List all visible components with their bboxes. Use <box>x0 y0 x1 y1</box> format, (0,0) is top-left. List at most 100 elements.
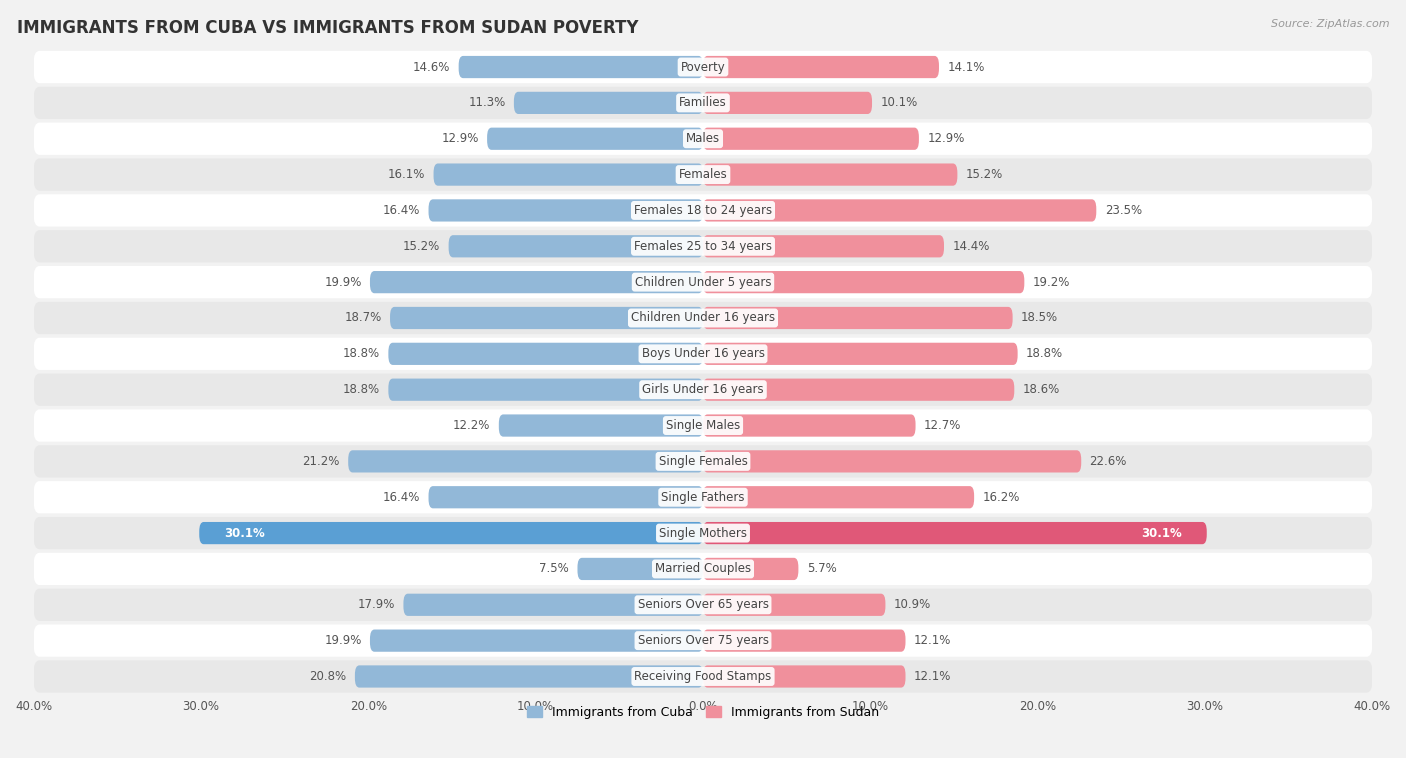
Text: 17.9%: 17.9% <box>357 598 395 611</box>
Text: 12.1%: 12.1% <box>914 670 952 683</box>
FancyBboxPatch shape <box>354 666 703 688</box>
FancyBboxPatch shape <box>370 271 703 293</box>
FancyBboxPatch shape <box>429 486 703 509</box>
Text: Single Fathers: Single Fathers <box>661 490 745 504</box>
FancyBboxPatch shape <box>458 56 703 78</box>
Text: 18.8%: 18.8% <box>343 384 380 396</box>
Text: Seniors Over 65 years: Seniors Over 65 years <box>637 598 769 611</box>
FancyBboxPatch shape <box>703 271 1025 293</box>
FancyBboxPatch shape <box>703 56 939 78</box>
Text: 21.2%: 21.2% <box>302 455 340 468</box>
FancyBboxPatch shape <box>388 378 703 401</box>
Text: Females: Females <box>679 168 727 181</box>
Text: 20.8%: 20.8% <box>309 670 346 683</box>
FancyBboxPatch shape <box>388 343 703 365</box>
FancyBboxPatch shape <box>703 307 1012 329</box>
FancyBboxPatch shape <box>703 92 872 114</box>
FancyBboxPatch shape <box>34 517 1372 550</box>
FancyBboxPatch shape <box>34 445 1372 478</box>
FancyBboxPatch shape <box>499 415 703 437</box>
FancyBboxPatch shape <box>703 378 1014 401</box>
Text: Married Couples: Married Couples <box>655 562 751 575</box>
Text: Females 18 to 24 years: Females 18 to 24 years <box>634 204 772 217</box>
FancyBboxPatch shape <box>34 158 1372 191</box>
Text: Single Males: Single Males <box>666 419 740 432</box>
FancyBboxPatch shape <box>34 194 1372 227</box>
FancyBboxPatch shape <box>349 450 703 472</box>
FancyBboxPatch shape <box>34 660 1372 693</box>
Text: 14.6%: 14.6% <box>413 61 450 74</box>
FancyBboxPatch shape <box>703 666 905 688</box>
FancyBboxPatch shape <box>449 235 703 258</box>
FancyBboxPatch shape <box>578 558 703 580</box>
FancyBboxPatch shape <box>34 51 1372 83</box>
FancyBboxPatch shape <box>389 307 703 329</box>
FancyBboxPatch shape <box>34 266 1372 298</box>
FancyBboxPatch shape <box>34 409 1372 442</box>
Text: 12.9%: 12.9% <box>441 132 478 146</box>
FancyBboxPatch shape <box>433 164 703 186</box>
FancyBboxPatch shape <box>703 630 905 652</box>
Text: 11.3%: 11.3% <box>468 96 506 109</box>
Text: 12.1%: 12.1% <box>914 634 952 647</box>
FancyBboxPatch shape <box>703 127 920 150</box>
FancyBboxPatch shape <box>429 199 703 221</box>
Text: 30.1%: 30.1% <box>225 527 266 540</box>
Text: 18.6%: 18.6% <box>1022 384 1060 396</box>
Text: Single Females: Single Females <box>658 455 748 468</box>
Text: 16.2%: 16.2% <box>983 490 1019 504</box>
Text: 16.4%: 16.4% <box>382 204 420 217</box>
FancyBboxPatch shape <box>703 522 1206 544</box>
Text: 15.2%: 15.2% <box>404 240 440 252</box>
FancyBboxPatch shape <box>703 594 886 616</box>
FancyBboxPatch shape <box>34 86 1372 119</box>
Text: 22.6%: 22.6% <box>1090 455 1128 468</box>
FancyBboxPatch shape <box>703 343 1018 365</box>
Text: 16.4%: 16.4% <box>382 490 420 504</box>
Text: Boys Under 16 years: Boys Under 16 years <box>641 347 765 360</box>
FancyBboxPatch shape <box>513 92 703 114</box>
Text: 19.9%: 19.9% <box>325 634 361 647</box>
FancyBboxPatch shape <box>34 589 1372 621</box>
Text: 10.1%: 10.1% <box>880 96 918 109</box>
FancyBboxPatch shape <box>34 338 1372 370</box>
Text: Girls Under 16 years: Girls Under 16 years <box>643 384 763 396</box>
FancyBboxPatch shape <box>200 522 703 544</box>
Text: 7.5%: 7.5% <box>540 562 569 575</box>
Legend: Immigrants from Cuba, Immigrants from Sudan: Immigrants from Cuba, Immigrants from Su… <box>522 700 884 724</box>
Text: 12.9%: 12.9% <box>928 132 965 146</box>
Text: Females 25 to 34 years: Females 25 to 34 years <box>634 240 772 252</box>
Text: 15.2%: 15.2% <box>966 168 1002 181</box>
Text: Receiving Food Stamps: Receiving Food Stamps <box>634 670 772 683</box>
FancyBboxPatch shape <box>404 594 703 616</box>
Text: Single Mothers: Single Mothers <box>659 527 747 540</box>
Text: 30.1%: 30.1% <box>1140 527 1181 540</box>
FancyBboxPatch shape <box>34 123 1372 155</box>
Text: 5.7%: 5.7% <box>807 562 837 575</box>
FancyBboxPatch shape <box>486 127 703 150</box>
Text: 12.2%: 12.2% <box>453 419 491 432</box>
Text: 14.4%: 14.4% <box>952 240 990 252</box>
FancyBboxPatch shape <box>34 302 1372 334</box>
FancyBboxPatch shape <box>34 374 1372 406</box>
Text: 16.1%: 16.1% <box>388 168 425 181</box>
FancyBboxPatch shape <box>703 235 943 258</box>
Text: Males: Males <box>686 132 720 146</box>
FancyBboxPatch shape <box>703 415 915 437</box>
FancyBboxPatch shape <box>34 625 1372 656</box>
Text: 19.9%: 19.9% <box>325 276 361 289</box>
FancyBboxPatch shape <box>370 630 703 652</box>
Text: 10.9%: 10.9% <box>894 598 931 611</box>
Text: 18.7%: 18.7% <box>344 312 381 324</box>
FancyBboxPatch shape <box>34 553 1372 585</box>
Text: IMMIGRANTS FROM CUBA VS IMMIGRANTS FROM SUDAN POVERTY: IMMIGRANTS FROM CUBA VS IMMIGRANTS FROM … <box>17 19 638 37</box>
FancyBboxPatch shape <box>34 230 1372 262</box>
Text: 23.5%: 23.5% <box>1105 204 1142 217</box>
Text: Children Under 16 years: Children Under 16 years <box>631 312 775 324</box>
Text: 12.7%: 12.7% <box>924 419 962 432</box>
Text: Poverty: Poverty <box>681 61 725 74</box>
Text: Seniors Over 75 years: Seniors Over 75 years <box>637 634 769 647</box>
Text: Families: Families <box>679 96 727 109</box>
Text: 18.8%: 18.8% <box>1026 347 1063 360</box>
FancyBboxPatch shape <box>34 481 1372 513</box>
